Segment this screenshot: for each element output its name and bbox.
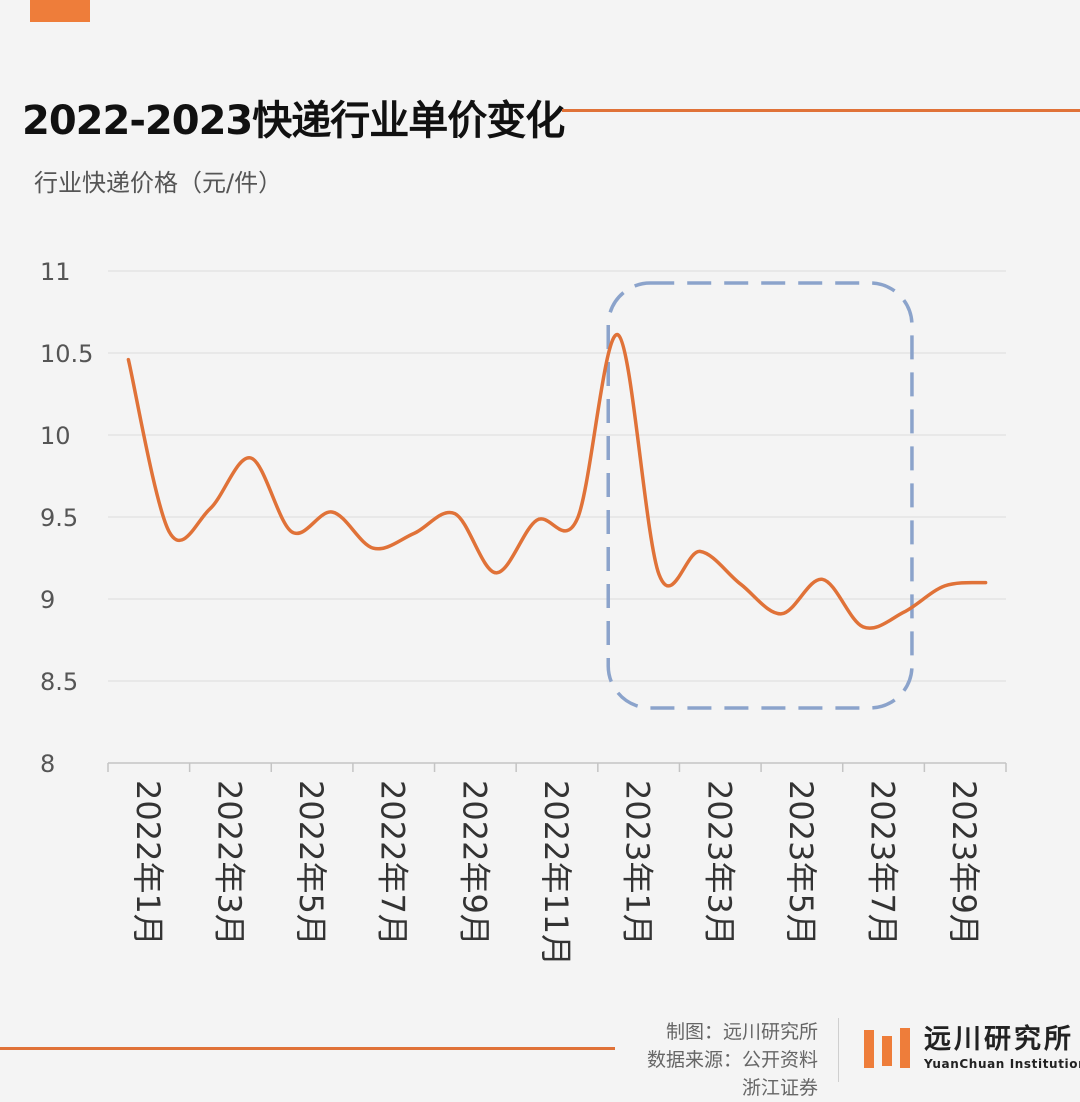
x-tick-label: 2022年5月 [292, 780, 330, 946]
title-rule [562, 109, 1080, 112]
y-tick-label: 9.5 [40, 504, 78, 532]
y-tick-label: 9 [40, 586, 55, 614]
highlight-region [606, 281, 914, 710]
credit-source-2: 浙江证券 [741, 1077, 818, 1099]
y-tick-label: 10.5 [40, 340, 93, 368]
footer-divider [838, 1018, 839, 1082]
footer-rule [0, 1047, 615, 1050]
y-tick-label: 10 [40, 422, 71, 450]
x-axis [107, 762, 1007, 772]
grid-lines [108, 270, 1006, 682]
brand-name: 远川研究所 [924, 1024, 1074, 1055]
brand: 远川研究所 YuanChuan Institution [924, 1024, 1080, 1072]
series-lines [126, 333, 988, 630]
y-axis-unit-label: 行业快递价格（元/件） [34, 169, 283, 197]
top-accent-bar [30, 0, 90, 22]
series-line [126, 333, 988, 630]
x-tick-label: 2023年5月 [782, 780, 820, 946]
x-tick-label: 2022年9月 [455, 780, 493, 946]
x-tick-label: 2022年1月 [129, 780, 167, 946]
credits: 制图：远川研究所 数据来源：公开资料 浙江证券 [647, 1018, 818, 1102]
x-tick-label: 2023年7月 [864, 780, 902, 946]
y-tick-label: 11 [40, 258, 71, 286]
credit-source: 数据来源：公开资料 [646, 1049, 818, 1071]
y-tick-label: 8.5 [40, 668, 78, 696]
y-tick-label: 8 [40, 750, 55, 778]
highlight-box [606, 281, 914, 710]
x-tick-label: 2023年9月 [945, 780, 983, 946]
page-title: 2022-2023快递行业单价变化 [22, 98, 565, 144]
y-axis-ticks: 11 10.5 10 9.5 9 8.5 8 [40, 258, 93, 778]
credit-made-by: 制图：远川研究所 [665, 1021, 818, 1043]
x-tick-label: 2023年1月 [619, 780, 657, 946]
x-tick-label: 2022年7月 [374, 780, 412, 946]
brand-name-en: YuanChuan Institution [924, 1057, 1080, 1071]
x-tick-label: 2022年3月 [210, 780, 248, 946]
x-tick-label: 2022年11月 [537, 780, 575, 966]
x-axis-labels: 2022年1月 2022年3月 2022年5月 2022年7月 2022年9月 2022年… [129, 780, 983, 966]
brand-logo-icon [864, 1028, 910, 1068]
x-tick-label: 2023年3月 [700, 780, 738, 946]
